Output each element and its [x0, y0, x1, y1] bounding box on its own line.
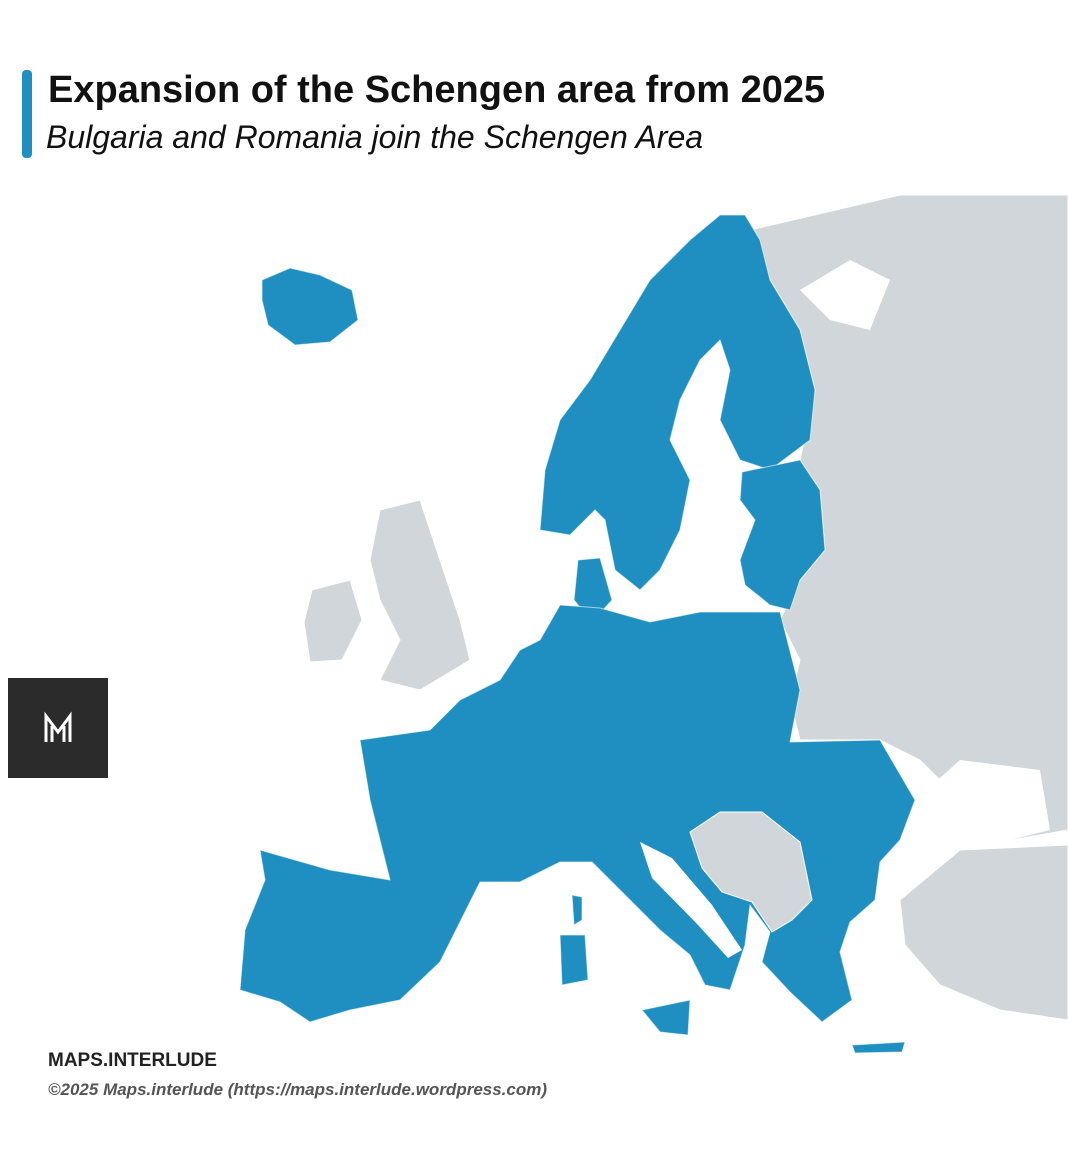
title: Expansion of the Schengen area from 2025 — [48, 69, 825, 111]
western-balkans — [689, 811, 813, 933]
black-sea — [915, 760, 1050, 845]
ireland — [303, 579, 363, 663]
great-britain — [369, 499, 471, 691]
iceland — [261, 267, 359, 346]
continental-europe — [239, 604, 916, 1023]
adriatic-sea — [640, 842, 742, 958]
subtitle: Bulgaria and Romania join the Schengen A… — [46, 119, 703, 155]
logo-box — [8, 678, 108, 778]
sicily — [641, 999, 691, 1036]
logo — [8, 678, 108, 778]
sardinia — [559, 934, 589, 986]
brand: MAPS.INTERLUDE — [48, 1050, 217, 1071]
scandinavia — [539, 214, 816, 591]
copyright: ©2025 Maps.interlude (https://maps.inter… — [48, 1080, 547, 1099]
crete — [851, 1041, 906, 1054]
turkey — [899, 844, 1068, 1021]
logo-mark — [44, 711, 72, 742]
map — [239, 194, 1068, 1054]
corsica — [571, 894, 583, 926]
baltics — [739, 459, 826, 611]
white-sea — [800, 260, 890, 330]
accent-bar — [22, 70, 32, 158]
